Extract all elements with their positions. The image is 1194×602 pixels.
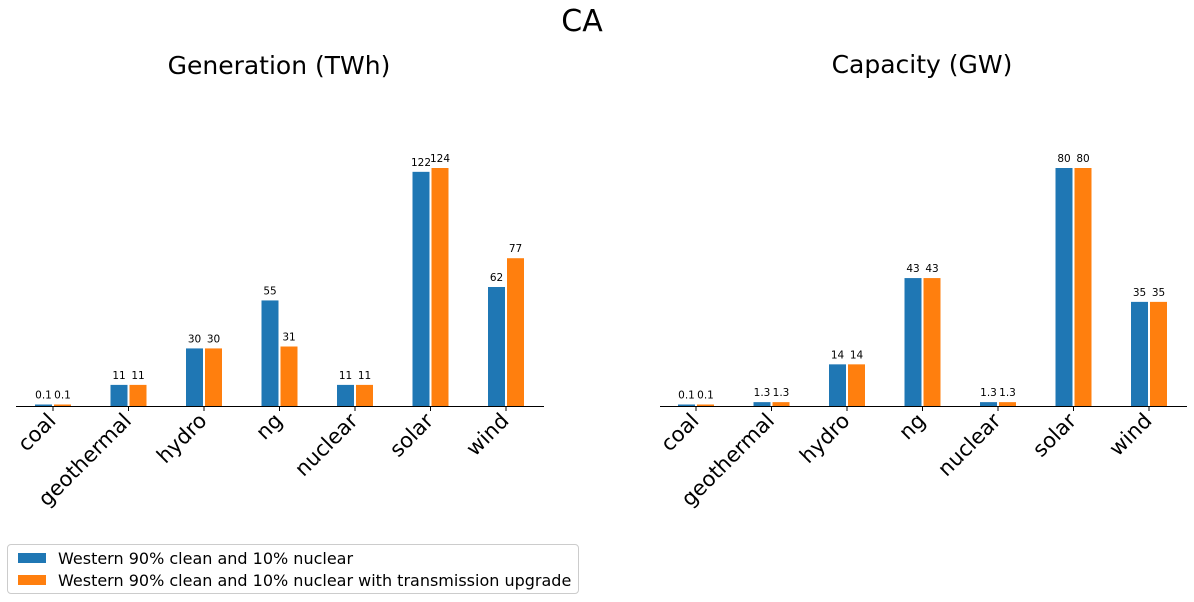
bar-wind-series2 xyxy=(1150,301,1167,406)
data-label: 0.1 xyxy=(678,390,695,402)
legend-item-1: Western 90% clean and 10% nuclear xyxy=(18,548,353,568)
x-tick-label: nuclear xyxy=(933,408,1006,481)
bar-ng-series1 xyxy=(261,300,279,406)
data-label: 30 xyxy=(207,333,220,345)
data-label: 0.1 xyxy=(697,390,714,402)
data-label: 35 xyxy=(1152,287,1165,299)
legend-label-1: Western 90% clean and 10% nuclear xyxy=(58,548,354,568)
x-tick-label: hydro xyxy=(795,409,854,468)
data-label: 11 xyxy=(112,370,125,382)
data-label: 11 xyxy=(358,370,371,382)
data-label: 55 xyxy=(263,285,276,297)
bar-nuclear-series1 xyxy=(337,384,354,406)
data-label: 35 xyxy=(1133,287,1146,299)
data-label: 124 xyxy=(430,153,450,165)
data-label: 11 xyxy=(131,370,144,382)
bar-nuclear-series2 xyxy=(999,402,1016,406)
data-label: 1.3 xyxy=(773,387,790,399)
legend: Western 90% clean and 10% nuclear Wester… xyxy=(7,544,579,594)
data-label: 30 xyxy=(188,333,201,345)
data-label: 31 xyxy=(282,332,295,344)
bar-geothermal-series1 xyxy=(110,384,128,406)
bar-ng-series2 xyxy=(923,278,941,406)
data-label: 0.1 xyxy=(54,390,71,402)
bar-hydro-series2 xyxy=(205,348,222,406)
x-tick-label: solar xyxy=(385,408,438,461)
bar-solar-series2 xyxy=(1074,168,1092,406)
x-tick-label: ng xyxy=(251,409,287,445)
bar-coal-series2 xyxy=(54,404,71,406)
data-label: 14 xyxy=(850,349,864,361)
x-tick-label: wind xyxy=(461,409,513,461)
data-label: 80 xyxy=(1057,153,1070,165)
x-tick-label: coal xyxy=(656,409,703,456)
bar-geothermal-series2 xyxy=(772,402,790,406)
bar-hydro-series1 xyxy=(829,364,846,406)
bar-hydro-series1 xyxy=(186,348,203,406)
data-label: 14 xyxy=(831,349,845,361)
bar-ng-series1 xyxy=(904,278,922,406)
chart-title: Capacity (GW) xyxy=(832,50,1013,79)
legend-swatch-1 xyxy=(18,553,46,563)
data-label: 0.1 xyxy=(35,390,52,402)
data-label: 1.3 xyxy=(980,387,997,399)
bar-wind-series2 xyxy=(507,258,524,406)
bar-wind-series1 xyxy=(488,287,505,406)
bar-hydro-series2 xyxy=(848,364,865,406)
bar-solar-series1 xyxy=(412,171,430,406)
bar-nuclear-series2 xyxy=(356,384,373,406)
x-tick-label: hydro xyxy=(152,409,211,468)
data-label: 43 xyxy=(906,263,919,275)
figure-suptitle: CA xyxy=(561,4,603,39)
chart-title: Generation (TWh) xyxy=(168,51,391,80)
data-label: 77 xyxy=(509,243,522,255)
legend-label-2: Western 90% clean and 10% nuclear with t… xyxy=(58,570,572,590)
data-label: 1.3 xyxy=(999,387,1016,399)
x-tick-label: ng xyxy=(894,409,930,445)
bar-coal-series1 xyxy=(35,404,52,406)
x-tick-label: wind xyxy=(1104,409,1156,461)
bar-wind-series1 xyxy=(1131,301,1148,406)
bar-ng-series2 xyxy=(280,346,298,406)
legend-swatch-2 xyxy=(18,575,46,585)
bar-geothermal-series1 xyxy=(753,402,771,406)
data-label: 62 xyxy=(490,272,503,284)
data-label: 11 xyxy=(339,370,352,382)
bar-solar-series1 xyxy=(1055,168,1073,406)
data-label: 43 xyxy=(925,263,938,275)
bar-nuclear-series1 xyxy=(980,402,997,406)
legend-item-2: Western 90% clean and 10% nuclear with t… xyxy=(18,570,571,590)
bar-coal-series1 xyxy=(678,404,695,406)
x-tick-label: coal xyxy=(13,409,60,456)
data-label: 122 xyxy=(411,157,431,169)
x-tick-label: solar xyxy=(1028,408,1081,461)
x-tick-label: nuclear xyxy=(290,408,363,481)
data-label: 1.3 xyxy=(754,387,771,399)
bar-geothermal-series2 xyxy=(129,384,147,406)
bar-coal-series2 xyxy=(697,404,714,406)
data-label: 80 xyxy=(1076,153,1089,165)
bar-solar-series2 xyxy=(431,168,449,406)
